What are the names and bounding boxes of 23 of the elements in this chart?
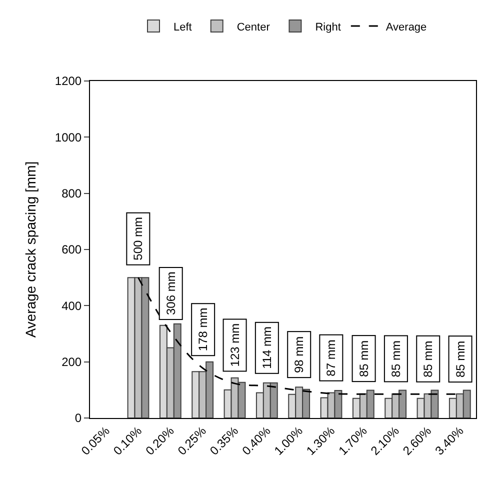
- annotation: 178 mm: [196, 308, 210, 352]
- annotation: 85 mm: [388, 340, 403, 378]
- y-tick-label: 600: [62, 242, 82, 257]
- y-tick-label: 1000: [54, 130, 82, 144]
- annotation: 114 mm: [260, 326, 274, 369]
- legend-label: Right: [315, 21, 341, 34]
- annotation: 85 mm: [421, 340, 436, 378]
- annotation: 85 mm: [453, 340, 468, 378]
- y-tick-label: 0: [74, 411, 82, 426]
- annotation: 98 mm: [292, 336, 306, 374]
- legend-label: Left: [174, 21, 192, 34]
- y-tick-label: 1200: [54, 74, 82, 88]
- annotation: 85 mm: [356, 340, 371, 378]
- legend-label: Average: [386, 21, 427, 34]
- y-tick-label: 200: [62, 355, 82, 370]
- annotation: 306 mm: [164, 272, 178, 315]
- legend-label: Center: [236, 21, 270, 34]
- annotation: 123 mm: [228, 323, 242, 367]
- y-axis-title: Average crack spacing [mm]: [22, 161, 38, 338]
- y-tick-label: 800: [62, 186, 82, 201]
- annotation: 500 mm: [131, 216, 146, 260]
- y-tick-label: 400: [62, 298, 82, 313]
- annotation: 87 mm: [324, 340, 338, 376]
